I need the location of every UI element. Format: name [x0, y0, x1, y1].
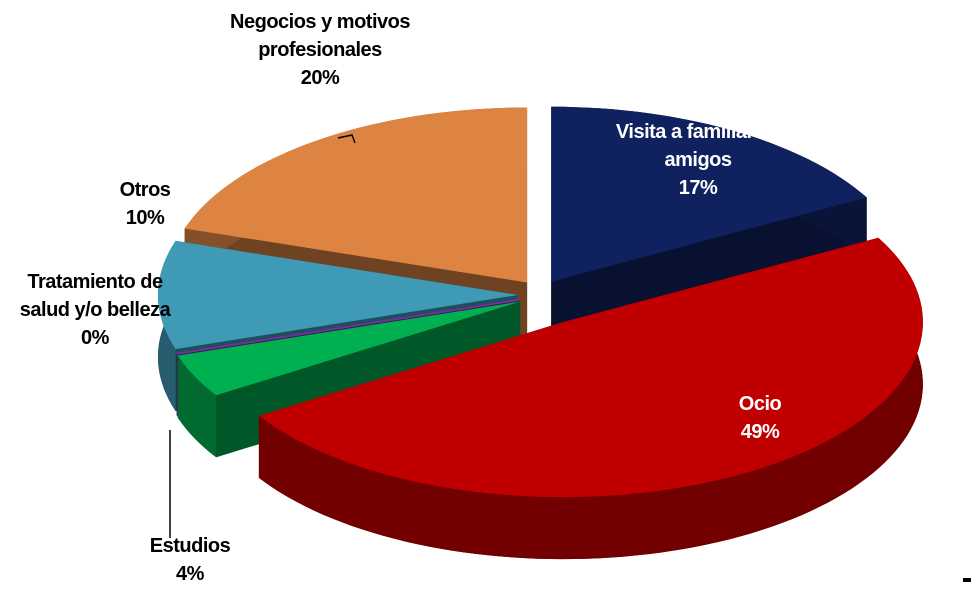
slice: [258, 237, 923, 498]
slice: [184, 107, 528, 283]
category-name: Otros: [119, 179, 171, 201]
leader-line: [337, 134, 356, 144]
category-name: Visita a familiares/ amigos: [615, 121, 781, 171]
value-label: 0%: [81, 327, 109, 349]
slice-label: Ocio 49%: [660, 390, 860, 446]
slice-side: [177, 301, 521, 418]
slice-label: Negocios y motivos profesionales 20%: [225, 8, 415, 92]
slice: [158, 240, 518, 350]
value-label: 4%: [176, 563, 204, 585]
value-label: 10%: [125, 207, 165, 229]
slice-rim: [258, 237, 923, 560]
slice-rim: [177, 355, 217, 458]
category-name: Ocio: [738, 393, 782, 415]
value-label: 17%: [678, 177, 718, 199]
category-name: Tratamiento de salud y/o belleza: [19, 271, 171, 321]
category-name: Estudios: [149, 535, 231, 557]
slice-label: Tratamiento de salud y/o belleza 0%: [0, 268, 190, 352]
slice: [177, 301, 521, 396]
slices: [158, 106, 923, 560]
category-name: Negocios y motivos profesionales: [230, 11, 410, 61]
slice: [176, 298, 520, 355]
slice-label: Otros 10%: [60, 176, 230, 232]
slice-label: Estudios 4%: [95, 532, 285, 588]
slice-label: Visita a familiares/ amigos 17%: [598, 118, 798, 202]
slice: [551, 106, 867, 282]
value-label: 49%: [740, 421, 780, 443]
value-label: 20%: [300, 67, 340, 89]
corner-mark: [963, 578, 971, 582]
